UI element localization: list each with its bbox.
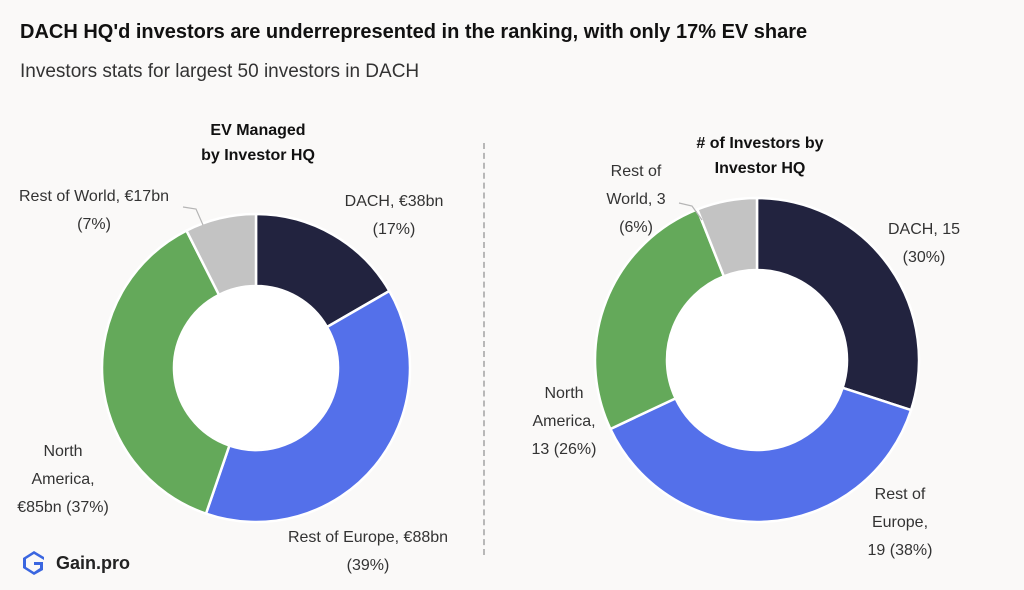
ev-managed-donut [100,212,412,524]
count-label-north-america: North America, 13 (26%) [506,380,622,464]
count-label-north-america-line-1: North [544,385,584,402]
count-label-dach: DACH, 15 (30%) [869,216,979,272]
donut-slice-dach [755,196,921,412]
ev-label-rest-of-europe-line-2: (39%) [346,557,390,574]
count-label-rest-of-world-line-2: World, 3 [606,191,666,208]
ev-label-rest-of-world-line-1: Rest of World, €17bn [18,188,169,205]
count-label-rest-of-world-line-3: (6%) [619,219,653,236]
ev-chart-title: EV Managed by Investor HQ [163,118,353,168]
ev-label-north-america: North America, €85bn (37%) [4,438,122,522]
ev-label-rest-of-europe: Rest of Europe, €88bn (39%) [268,524,468,580]
donut-slice-north-america [100,229,231,515]
ev-chart-title-line-1: EV Managed [210,122,306,139]
count-label-rest-of-europe-line-1: Rest of [874,486,926,503]
label-leader-lines [182,202,703,226]
count-label-dach-line-1: DACH, 15 [887,221,961,238]
ev-label-north-america-line-2: America, [31,471,95,488]
donut-hole [668,271,846,449]
count-label-north-america-line-3: 13 (26%) [531,441,597,458]
ev-label-dach-line-1: DACH, €38bn [344,193,444,210]
ev-label-north-america-line-1: North [43,443,83,460]
count-chart-title-line-1: # of Investors by [696,135,824,152]
count-label-rest-of-world-line-1: Rest of [610,163,662,180]
count-label-rest-of-world: Rest of World, 3 (6%) [586,158,686,242]
ev-label-rest-of-world: Rest of World, €17bn (7%) [4,183,184,239]
brand: Gain.pro [20,549,130,577]
donut-hole [175,287,337,449]
ev-chart-title-line-2: by Investor HQ [201,147,315,164]
brand-name: Gain.pro [56,552,131,573]
ev-label-dach-line-2: (17%) [372,221,416,238]
ev-label-rest-of-europe-line-1: Rest of Europe, €88bn [287,529,449,546]
leader-line-rest-of-world-count [678,202,703,221]
donut-slice-rest-of-europe [204,289,412,524]
chart-divider [483,143,485,555]
count-chart-title: # of Investors by Investor HQ [665,131,855,181]
count-label-rest-of-europe-line-3: 19 (38%) [867,542,933,559]
ev-label-north-america-line-3: €85bn (37%) [17,499,109,516]
gain-pro-logo-icon [23,551,44,575]
donut-slice-rest-of-world [696,196,759,278]
count-label-north-america-line-2: America, [532,413,596,430]
count-chart-title-line-2: Investor HQ [714,160,806,177]
ev-label-dach: DACH, €38bn (17%) [319,188,469,244]
donut-slice-rest-of-world [185,212,258,297]
count-label-dach-line-2: (30%) [902,249,946,266]
page-title: DACH HQ'd investors are underrepresented… [20,21,808,43]
donut-slice-north-america [593,208,726,431]
ev-label-rest-of-world-line-2: (7%) [77,216,111,233]
count-label-rest-of-europe-line-2: Europe, [871,514,929,531]
leader-line-rest-of-world-ev [182,206,204,226]
investor-count-donut [593,196,921,524]
count-label-rest-of-europe: Rest of Europe, 19 (38%) [845,481,955,565]
page-subtitle: Investors stats for largest 50 investors… [20,61,420,82]
donut-slice-rest-of-europe [609,386,913,524]
